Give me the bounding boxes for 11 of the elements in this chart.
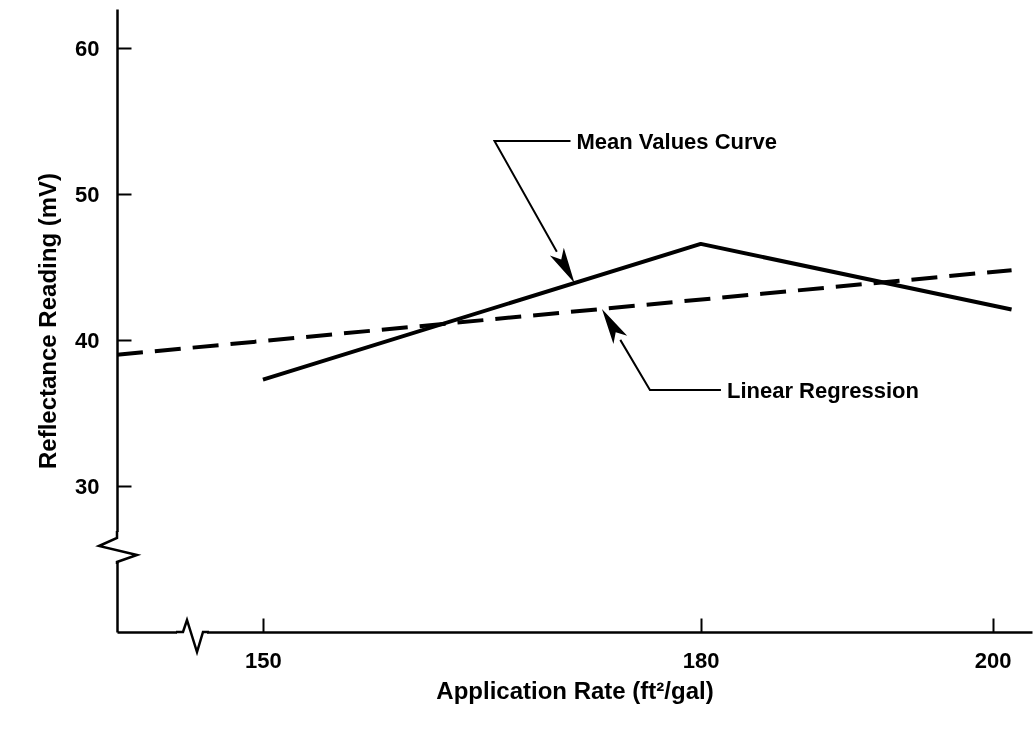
annotation: Mean Values Curve xyxy=(576,129,778,155)
x-axis-title: Application Rate (ft²/gal) xyxy=(436,676,714,704)
y-axis-title: Reflectance Reading (mV) xyxy=(34,172,62,470)
y-tick-label: 50 xyxy=(75,181,100,207)
y-tick-label: 60 xyxy=(75,35,100,61)
y-tick-label: 30 xyxy=(75,473,100,499)
x-tick-label: 200 xyxy=(974,647,1012,673)
x-tick-label: 180 xyxy=(682,647,720,673)
annotation: Linear Regression xyxy=(726,377,919,403)
x-tick-label: 150 xyxy=(245,647,282,673)
y-tick-label: 40 xyxy=(75,327,100,353)
